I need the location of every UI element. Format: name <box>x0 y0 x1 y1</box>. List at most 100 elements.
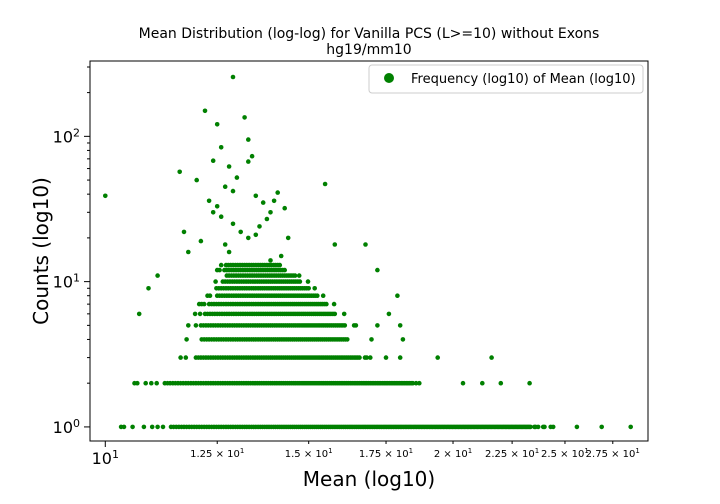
x-minor-tick-label: 2 × 101 <box>434 447 472 460</box>
data-point <box>230 74 236 80</box>
data-point <box>246 159 251 164</box>
data-point <box>292 273 298 278</box>
data-point <box>253 193 259 199</box>
y-axis-label: Counts (log10) <box>29 177 53 325</box>
data-point <box>460 380 466 386</box>
data-point <box>260 200 266 205</box>
data-point <box>599 424 604 430</box>
legend: Frequency (log10) of Mean (log10) <box>368 64 644 94</box>
data-point <box>410 380 416 386</box>
chart-title: Mean Distribution (log-log) for Vanilla … <box>139 26 600 42</box>
data-point <box>155 424 160 430</box>
data-point <box>253 232 259 238</box>
data-point <box>480 380 485 386</box>
data-point <box>400 337 406 342</box>
data-point <box>246 235 251 241</box>
data-point <box>345 337 350 342</box>
data-point <box>155 273 160 278</box>
data-point <box>149 380 154 386</box>
data-point <box>297 279 303 284</box>
data-point <box>574 424 580 430</box>
data-point <box>198 238 204 244</box>
data-point <box>363 242 368 247</box>
x-minor-tick-label: 2.75 × 101 <box>586 447 640 460</box>
data-point <box>282 205 288 211</box>
data-point <box>357 355 362 360</box>
data-point <box>305 279 311 284</box>
x-minor-tick-label: 1.75 × 101 <box>359 447 413 460</box>
data-point <box>214 122 220 127</box>
data-point <box>183 355 189 360</box>
data-point <box>324 301 329 307</box>
x-tick-label: 101 <box>92 448 119 469</box>
data-point <box>353 323 359 328</box>
data-point <box>217 267 222 273</box>
data-point <box>238 229 243 235</box>
data-point <box>141 424 147 430</box>
data-point <box>146 286 151 291</box>
data-point <box>246 137 251 142</box>
data-point <box>417 380 422 386</box>
data-point <box>498 380 504 386</box>
data-point <box>257 224 262 229</box>
data-point <box>375 323 380 328</box>
data-point <box>528 424 533 430</box>
x-minor-tick-label: 1.5 × 101 <box>285 447 333 460</box>
y-tick-label: 102 <box>53 126 80 147</box>
axis-ticks: 100 101 102 101 1.25 × 101 1.5 × 101 1.75 × 10… <box>53 66 640 469</box>
data-point <box>160 424 166 430</box>
data-point <box>306 286 312 291</box>
data-point <box>201 301 207 307</box>
data-point <box>275 190 281 195</box>
data-point <box>282 267 288 273</box>
data-point <box>213 279 218 284</box>
data-point <box>226 249 232 255</box>
data-point <box>285 235 291 241</box>
points-layer <box>103 74 633 430</box>
legend-label: Frequency (log10) of Mean (log10) <box>411 72 636 87</box>
data-point <box>296 273 302 278</box>
data-point <box>197 311 203 317</box>
data-point <box>341 311 347 317</box>
data-point <box>527 380 532 386</box>
chart-subtitle: hg19/mm10 <box>326 42 411 58</box>
data-point <box>278 253 284 259</box>
data-point <box>395 293 400 299</box>
data-point <box>320 293 326 299</box>
data-point <box>193 323 199 328</box>
data-point <box>181 229 187 235</box>
data-point <box>222 184 228 189</box>
data-point <box>178 355 183 360</box>
data-point <box>342 323 348 328</box>
data-point <box>206 198 212 204</box>
data-point <box>332 311 338 317</box>
data-point <box>194 177 199 183</box>
data-point <box>184 337 189 342</box>
data-point <box>207 293 213 299</box>
data-point <box>535 424 541 430</box>
data-point <box>277 262 283 268</box>
data-point <box>218 145 224 150</box>
data-point <box>413 380 419 386</box>
data-point <box>268 210 273 215</box>
data-point <box>332 242 338 247</box>
data-point <box>397 323 403 328</box>
data-point <box>312 286 318 291</box>
data-point <box>628 424 633 430</box>
data-point <box>218 262 224 268</box>
data-point <box>210 158 216 163</box>
legend-box <box>368 64 644 94</box>
data-point <box>364 355 370 360</box>
data-point <box>242 115 247 120</box>
data-point <box>135 380 140 386</box>
x-minor-tick-label: 2.5 × 101 <box>541 447 589 460</box>
y-tick-label: 101 <box>53 271 80 292</box>
legend-marker <box>384 73 394 83</box>
data-point <box>331 301 337 307</box>
data-point <box>192 311 198 317</box>
data-point <box>149 424 155 430</box>
data-point <box>218 214 224 219</box>
data-point <box>264 216 270 222</box>
y-tick-label: 100 <box>53 416 80 437</box>
